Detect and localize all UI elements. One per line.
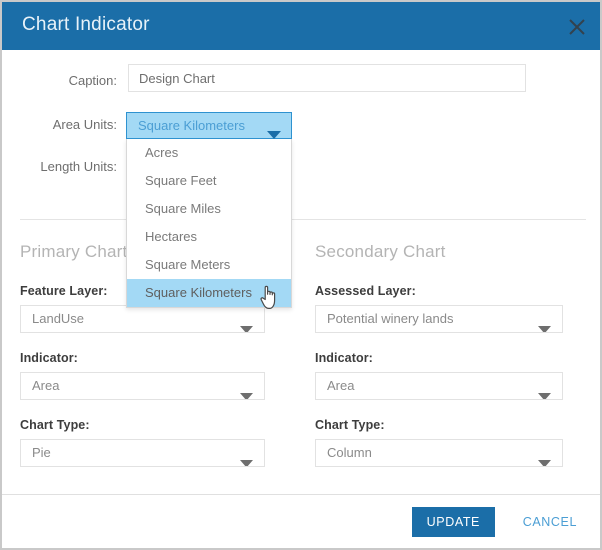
primary-chart-title: Primary Chart: [20, 242, 128, 261]
primary-indicator-field: Indicator: Area: [20, 351, 290, 400]
area-units-value: Square Kilometers: [138, 118, 245, 133]
primary-chart-type-select[interactable]: Pie: [20, 439, 265, 467]
update-button[interactable]: UPDATE: [411, 507, 495, 537]
secondary-indicator-field: Indicator: Area: [315, 351, 585, 400]
area-units-label: Area Units:: [52, 117, 117, 132]
primary-indicator-value: Area: [32, 378, 60, 393]
close-icon[interactable]: [564, 14, 590, 40]
top-form: Caption: Area Units: Length Units:: [2, 50, 600, 220]
cancel-button[interactable]: CANCEL: [522, 515, 577, 529]
secondary-chart-title: Secondary Chart: [315, 242, 446, 261]
chevron-down-icon: [538, 451, 551, 466]
area-units-option[interactable]: Square Miles: [145, 201, 221, 216]
primary-indicator-select[interactable]: Area: [20, 372, 265, 400]
chevron-down-icon: [538, 317, 551, 332]
primary-feature-layer-value: LandUse: [32, 311, 85, 326]
secondary-indicator-select[interactable]: Area: [315, 372, 563, 400]
secondary-chart-section: Secondary Chart Assessed Layer: Potentia…: [315, 242, 585, 485]
chevron-down-icon: [240, 451, 253, 466]
secondary-assessed-layer-label: Assessed Layer:: [315, 284, 416, 298]
secondary-assessed-layer-value: Potential winery lands: [327, 311, 454, 326]
chevron-down-icon: [267, 123, 281, 148]
caption-label: Caption:: [68, 73, 117, 88]
secondary-indicator-label: Indicator:: [315, 351, 373, 365]
area-units-option[interactable]: Hectares: [145, 229, 198, 244]
area-units-dropdown: Square Kilometers Acres Square Feet Squa…: [126, 112, 292, 308]
primary-chart-type-field: Chart Type: Pie: [20, 418, 290, 467]
primary-chart-type-value: Pie: [32, 445, 51, 460]
primary-feature-layer-label: Feature Layer:: [20, 284, 108, 298]
area-units-select[interactable]: Square Kilometers: [126, 112, 292, 139]
secondary-chart-type-field: Chart Type: Column: [315, 418, 585, 467]
chevron-down-icon: [538, 384, 551, 399]
primary-indicator-label: Indicator:: [20, 351, 78, 365]
section-divider: [20, 219, 586, 220]
secondary-chart-type-label: Chart Type:: [315, 418, 385, 432]
chevron-down-icon: [240, 317, 253, 332]
area-units-option-selected[interactable]: Square Kilometers: [127, 279, 291, 307]
area-units-option-list: Acres Square Feet Square Miles Hectares …: [126, 139, 292, 308]
area-units-option[interactable]: Square Meters: [145, 257, 231, 272]
chevron-down-icon: [240, 384, 253, 399]
secondary-indicator-value: Area: [327, 378, 355, 393]
dialog-footer: UPDATE CANCEL: [2, 495, 600, 548]
caption-input[interactable]: [128, 64, 526, 92]
area-units-option[interactable]: Square Feet: [145, 173, 217, 188]
footer-divider: [2, 494, 600, 495]
secondary-chart-type-value: Column: [327, 445, 372, 460]
dialog-title: Chart Indicator: [22, 14, 150, 35]
primary-chart-type-label: Chart Type:: [20, 418, 90, 432]
secondary-chart-type-select[interactable]: Column: [315, 439, 563, 467]
primary-feature-layer-select[interactable]: LandUse: [20, 305, 265, 333]
length-units-label: Length Units:: [40, 159, 117, 174]
secondary-assessed-layer-field: Assessed Layer: Potential winery lands: [315, 284, 585, 333]
area-units-option[interactable]: Acres: [145, 145, 179, 160]
dialog-titlebar: Chart Indicator: [2, 2, 600, 50]
secondary-assessed-layer-select[interactable]: Potential winery lands: [315, 305, 563, 333]
